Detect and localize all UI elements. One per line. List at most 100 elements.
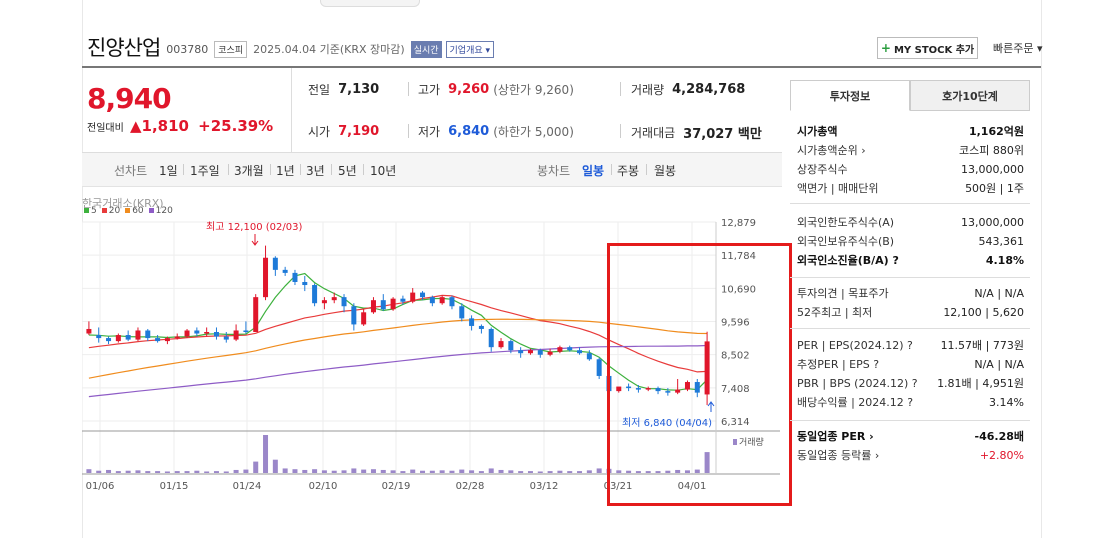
info-label: 추정PER | EPS ? [797,358,880,371]
candle [626,386,632,389]
info-value: 11.57배 | 773원 [940,339,1024,352]
volume-bar [164,471,170,473]
info-label: 시가총액 [797,125,838,138]
candle [420,292,426,298]
mystock-add-button[interactable]: + MY STOCK 추가 [877,37,978,59]
volume-bar [302,469,308,473]
tab-sep [270,164,271,175]
info-value: 4.18% [985,253,1024,267]
y-tick-label: 7,408 [721,384,750,395]
volume-bar [410,469,416,473]
volume-bar [194,470,200,473]
tab-sep [228,164,229,175]
x-tick-label: 03/12 [530,481,559,492]
stock-code: 003780 [166,43,209,56]
candle [469,318,475,326]
candle [125,335,131,340]
info-value: 500원 | 1주 [965,182,1024,195]
x-tick-label: 03/21 [604,481,633,492]
candle [341,297,347,307]
info-row: 투자의견 | 목표주가 N/A | N/A [797,285,1024,301]
candle [135,330,141,340]
tab-weekly[interactable]: 주봉 [617,164,640,178]
volume-bar [312,469,318,473]
high-annotation: 최고 12,100 (02/03) [206,221,302,233]
candle [488,328,494,348]
info-label: 외국인보유주식수(B) [797,235,895,248]
tab-daily[interactable]: 일봉 [582,164,605,178]
tab-sep [646,164,647,175]
info-value: 13,000,000 [961,215,1024,229]
candle [204,332,210,334]
info-label: 동일업종 등락률 › [797,449,880,462]
volume-bar [351,468,357,473]
high-label: 고가 [418,83,441,97]
ma-line-5 [88,272,708,391]
volume-bar [145,471,151,473]
volume-bar [684,470,690,473]
realtime-button[interactable]: 실시간 [410,40,442,58]
quick-order-button[interactable]: 빠른주문 ▾ [993,42,1043,55]
tab-1week[interactable]: 1주일 [190,164,220,178]
candle [410,292,416,302]
info-label: PBR | BPS (2024.12) ? [797,376,918,390]
corp-info-button[interactable]: 기업개요 ▾ [445,40,495,58]
info-divider [790,203,1030,204]
tab-invest-info[interactable]: 투자정보 [790,80,910,111]
volume-bar [478,471,484,473]
legend-ma120: 120 [148,206,173,216]
tab-5year[interactable]: 5년 [338,164,357,178]
right-tabs: 투자정보 호가10단계 [790,80,1030,111]
tab-monthly[interactable]: 월봉 [654,164,677,178]
open-label: 시가 [308,125,331,139]
info-row: 외국인소진율(B/A) ? 4.18% [797,252,1024,268]
info-row: 외국인보유주식수(B) 543,361 [797,233,1024,249]
info-label: 동일업종 PER › [797,430,874,443]
mystock-label: MY STOCK 추가 [893,44,975,56]
volume-bar [527,471,533,473]
volume-bar [233,469,239,473]
info-label: 상장주식수 [797,163,848,176]
volume-bar [655,471,661,473]
tab-3month[interactable]: 3개월 [234,164,264,178]
candle [537,350,543,355]
tab-sep [611,164,612,175]
candle [96,335,102,339]
info-label: 액면가 | 매매단위 [797,182,879,195]
info-label: PER | EPS(2024.12) ? [797,338,913,352]
candle [557,347,563,352]
candle [155,338,161,342]
ma-legend: 5 20 60 120 [84,206,173,216]
highlight-box [607,243,792,506]
ma-line-20 [88,294,708,373]
info-value: 543,361 [978,234,1025,248]
candle [645,388,651,390]
info-row: 시가총액 1,162억원 [797,123,1024,139]
y-tick-label: 9,596 [721,318,750,329]
candle [577,350,583,354]
tab-3year[interactable]: 3년 [306,164,325,178]
candles [86,245,710,406]
plus-icon: + [880,41,891,55]
x-tick-label: 01/24 [233,481,262,492]
company-name: 진양산업 [87,36,161,60]
x-tick-label: 04/01 [678,481,707,492]
tab-1day[interactable]: 1일 [159,164,178,178]
info-value: N/A | N/A [974,286,1024,300]
volume-bar [125,470,131,473]
candle [292,272,298,282]
info-row: 외국인한도주식수(A) 13,000,000 [797,214,1024,230]
candle [459,306,465,319]
header-divider [82,66,1041,68]
y-tick-label: 8,502 [721,351,750,362]
candle [390,298,396,310]
tab-hoga[interactable]: 호가10단계 [910,80,1030,111]
tab-10year[interactable]: 10년 [370,164,397,178]
price-chart[interactable]: 12,879 11,784 10,690 9,596 8,502 7,408 6,314 01… [0,0,790,538]
tab-1year[interactable]: 1년 [276,164,295,178]
candle [547,351,553,355]
volume-bar [586,470,592,473]
candle [596,359,602,376]
stat-divider [408,82,409,96]
candle [233,330,239,340]
